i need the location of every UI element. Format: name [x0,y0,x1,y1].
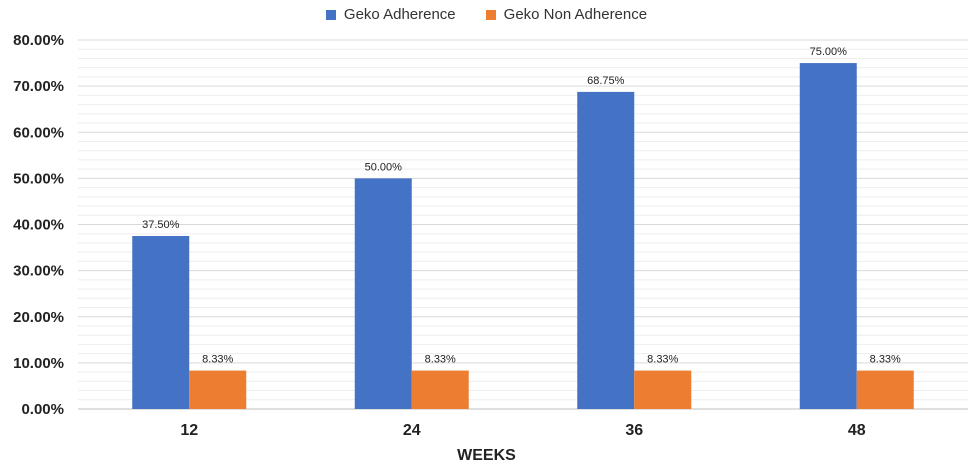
data-label: 37.50% [142,219,180,231]
y-tick-label: 80.00% [13,32,64,49]
data-label: 75.00% [810,46,848,58]
data-label: 8.33% [425,354,456,366]
x-axis-title: WEEKS [457,447,516,464]
y-tick-label: 50.00% [13,170,64,187]
bar-adherence [354,178,412,409]
legend-swatch-adherence [325,9,336,20]
bar-non-adherence [856,370,914,409]
y-tick-label: 20.00% [13,309,64,326]
bar-adherence [577,91,635,409]
data-label: 8.33% [870,354,901,366]
bar-adherence [799,63,857,409]
legend-swatch-non-adherence [485,9,496,20]
bar-adherence [132,236,190,409]
x-tick-label: 24 [403,422,421,439]
bar-non-adherence [411,370,469,409]
bar-non-adherence [634,370,692,409]
y-tick-label: 70.00% [13,78,64,95]
chart-legend: Geko Adherence Geko Non Adherence [0,6,973,23]
y-tick-label: 60.00% [13,124,64,141]
data-label: 50.00% [365,161,403,173]
legend-label-non-adherence: Geko Non Adherence [503,6,648,23]
y-tick-label: 0.00% [21,401,64,418]
data-label: 68.75% [587,75,625,87]
legend-item-non-adherence: Geko Non Adherence [485,6,648,23]
bar-non-adherence [189,370,247,409]
data-label: 8.33% [647,354,678,366]
legend-item-adherence: Geko Adherence [325,6,456,23]
y-tick-label: 40.00% [13,217,64,234]
x-tick-label: 12 [180,422,198,439]
x-tick-label: 36 [625,422,643,439]
data-label: 8.33% [202,354,233,366]
y-tick-label: 10.00% [13,355,64,372]
y-tick-label: 30.00% [13,263,64,280]
x-tick-label: 48 [848,422,866,439]
legend-label-adherence: Geko Adherence [343,6,456,23]
